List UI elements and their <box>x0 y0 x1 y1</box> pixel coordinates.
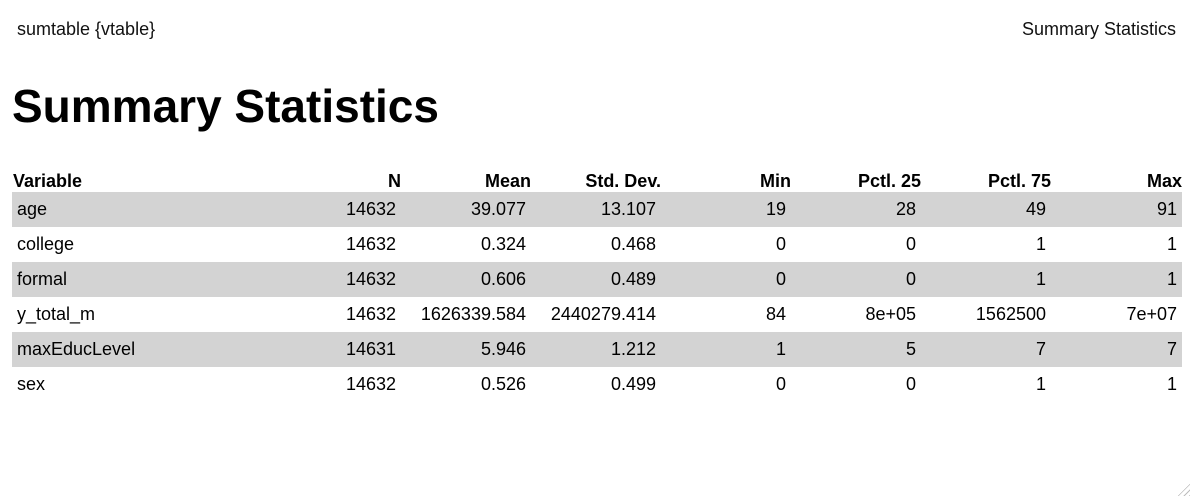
cell-variable: y_total_m <box>17 304 96 324</box>
cell-mean: 1626339.584 <box>420 304 526 324</box>
resize-grip[interactable] <box>1176 482 1190 496</box>
cell-variable: age <box>17 199 48 219</box>
cell-std-dev: 0.489 <box>610 269 656 289</box>
cell-n: 14632 <box>345 269 396 289</box>
cell-n: 14631 <box>345 339 396 359</box>
cell-max: 91 <box>1156 199 1177 219</box>
column-header-max: Max <box>1146 171 1182 191</box>
page-title: Summary Statistics <box>12 80 439 132</box>
function-name-label: sumtable {vtable} <box>17 19 156 39</box>
cell-variable: college <box>17 234 75 254</box>
cell-std-dev: 13.107 <box>600 199 656 219</box>
cell-min: 0 <box>775 269 786 289</box>
cell-pctl-25: 0 <box>905 234 916 254</box>
cell-pctl-75: 49 <box>1025 199 1046 219</box>
cell-pctl-25: 0 <box>905 269 916 289</box>
table-row: maxEducLevel 14631 5.946 1.212 1 5 7 7 <box>12 332 1182 367</box>
cell-mean: 0.526 <box>480 374 526 394</box>
cell-pctl-75: 1 <box>1035 374 1046 394</box>
column-header-std-dev: Std. Dev. <box>585 171 661 191</box>
cell-n: 14632 <box>345 374 396 394</box>
table-row: formal 14632 0.606 0.489 0 0 1 1 <box>12 262 1182 297</box>
cell-mean: 39.077 <box>470 199 526 219</box>
cell-pctl-75: 1562500 <box>975 304 1046 324</box>
cell-std-dev: 2440279.414 <box>550 304 656 324</box>
column-header-mean: Mean <box>484 171 531 191</box>
cell-mean: 0.324 <box>480 234 526 254</box>
table-row: y_total_m 14632 1626339.584 2440279.414 … <box>12 297 1182 332</box>
cell-max: 1 <box>1166 374 1177 394</box>
cell-n: 14632 <box>345 199 396 219</box>
cell-max: 1 <box>1166 269 1177 289</box>
cell-variable: sex <box>17 374 46 394</box>
cell-min: 0 <box>775 234 786 254</box>
cell-variable: formal <box>17 269 68 289</box>
cell-std-dev: 0.468 <box>610 234 656 254</box>
cell-pctl-25: 28 <box>895 199 916 219</box>
column-header-variable: Variable <box>13 171 83 191</box>
cell-min: 1 <box>775 339 786 359</box>
cell-pctl-25: 0 <box>905 374 916 394</box>
cell-std-dev: 0.499 <box>610 374 656 394</box>
table-row: sex 14632 0.526 0.499 0 0 1 1 <box>12 367 1182 402</box>
cell-min: 0 <box>775 374 786 394</box>
table-row: age 14632 39.077 13.107 19 28 49 91 <box>12 192 1182 227</box>
cell-min: 19 <box>765 199 786 219</box>
cell-mean: 0.606 <box>480 269 526 289</box>
cell-std-dev: 1.212 <box>610 339 656 359</box>
cell-max: 7 <box>1166 339 1177 359</box>
column-header-min: Min <box>760 171 791 191</box>
document-title-label: Summary Statistics <box>1021 19 1176 39</box>
table-row: college 14632 0.324 0.468 0 0 1 1 <box>12 227 1182 262</box>
cell-pctl-25: 8e+05 <box>865 304 916 324</box>
cell-n: 14632 <box>345 234 396 254</box>
column-header-pctl-75: Pctl. 75 <box>987 171 1051 191</box>
cell-min: 84 <box>765 304 786 324</box>
cell-variable: maxEducLevel <box>17 339 136 359</box>
cell-pctl-75: 1 <box>1035 234 1046 254</box>
summary-statistics-table: Variable N Mean Std. Dev. Min Pctl. 25 P… <box>12 165 1182 402</box>
column-header-n: N <box>388 171 401 191</box>
cell-pctl-75: 7 <box>1035 339 1046 359</box>
cell-pctl-25: 5 <box>905 339 916 359</box>
cell-max: 7e+07 <box>1126 304 1177 324</box>
cell-n: 14632 <box>345 304 396 324</box>
cell-max: 1 <box>1166 234 1177 254</box>
column-header-pctl-25: Pctl. 25 <box>857 171 921 191</box>
cell-mean: 5.946 <box>480 339 526 359</box>
table-header-row: Variable N Mean Std. Dev. Min Pctl. 25 P… <box>12 165 1182 192</box>
cell-pctl-75: 1 <box>1035 269 1046 289</box>
